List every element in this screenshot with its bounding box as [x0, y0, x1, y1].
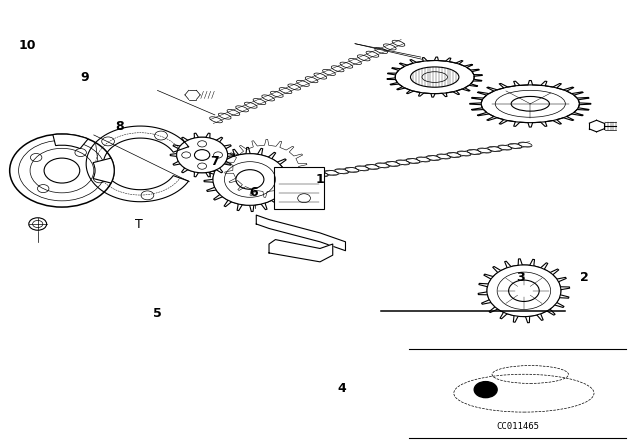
Text: CC011465: CC011465: [496, 422, 539, 431]
Text: 3: 3: [516, 271, 525, 284]
Text: 9: 9: [80, 71, 88, 84]
Text: 6: 6: [249, 186, 257, 199]
Ellipse shape: [487, 265, 561, 317]
Polygon shape: [269, 240, 333, 262]
Text: 7: 7: [211, 155, 220, 168]
Polygon shape: [256, 215, 346, 251]
Ellipse shape: [213, 154, 287, 205]
Ellipse shape: [10, 134, 114, 207]
Text: 2: 2: [580, 271, 589, 284]
Wedge shape: [53, 134, 88, 149]
Ellipse shape: [29, 218, 47, 230]
Text: 5: 5: [153, 306, 162, 319]
Text: 10: 10: [18, 39, 36, 52]
Text: 8: 8: [115, 120, 124, 133]
Text: T: T: [134, 217, 142, 231]
Circle shape: [474, 382, 497, 398]
Text: 1: 1: [316, 173, 324, 186]
Ellipse shape: [177, 137, 228, 173]
FancyBboxPatch shape: [274, 168, 324, 209]
Polygon shape: [86, 126, 189, 202]
Text: 4: 4: [338, 382, 347, 395]
Wedge shape: [93, 158, 114, 183]
